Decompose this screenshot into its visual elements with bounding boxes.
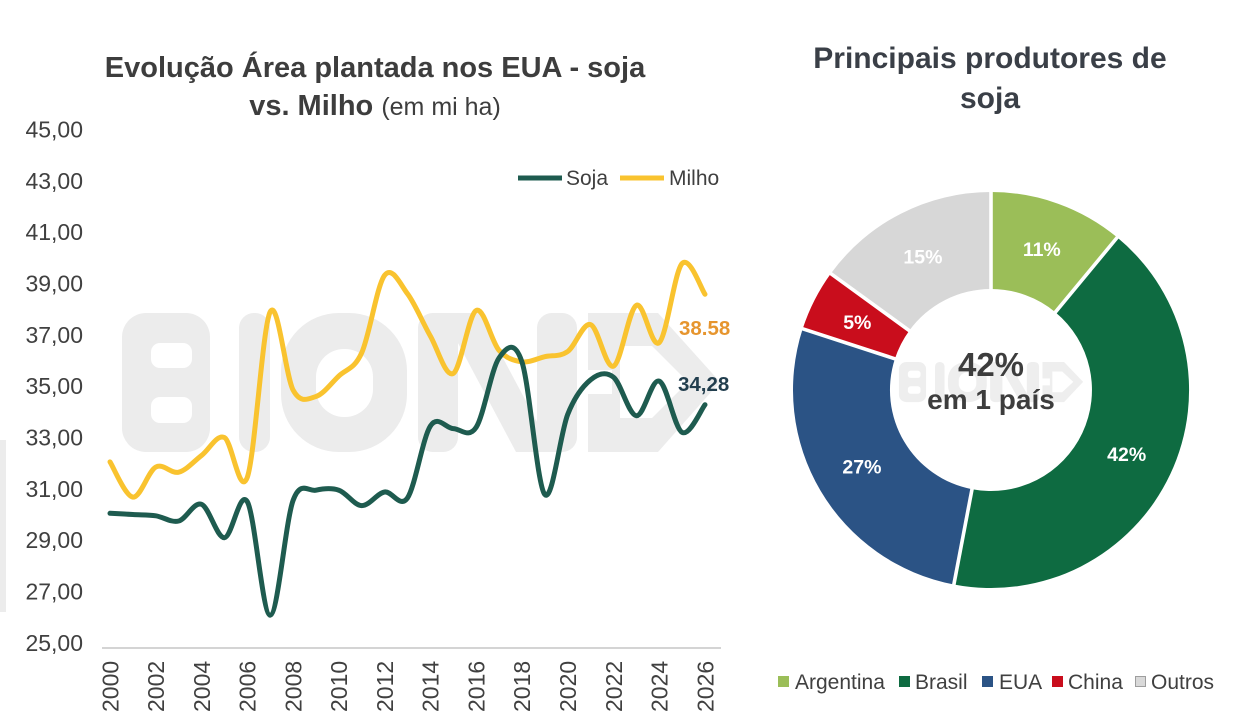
svg-text:2004: 2004 xyxy=(189,661,215,712)
svg-text:China: China xyxy=(1068,671,1123,694)
svg-text:11%: 11% xyxy=(1023,239,1061,261)
svg-text:39,00: 39,00 xyxy=(25,271,83,297)
svg-text:Argentina: Argentina xyxy=(795,671,885,694)
svg-text:41,00: 41,00 xyxy=(25,219,83,245)
svg-text:2018: 2018 xyxy=(509,661,535,712)
svg-text:2026: 2026 xyxy=(692,661,718,712)
svg-text:15%: 15% xyxy=(903,246,942,268)
svg-text:Brasil: Brasil xyxy=(915,671,968,694)
svg-text:25,00: 25,00 xyxy=(25,630,83,656)
svg-text:Milho: Milho xyxy=(669,167,719,190)
svg-text:37,00: 37,00 xyxy=(25,322,83,348)
svg-text:31,00: 31,00 xyxy=(25,476,83,502)
svg-text:35,00: 35,00 xyxy=(25,373,83,399)
svg-text:2016: 2016 xyxy=(464,661,490,712)
svg-text:45,00: 45,00 xyxy=(25,117,83,143)
svg-text:2022: 2022 xyxy=(601,661,627,712)
svg-text:2012: 2012 xyxy=(372,661,398,712)
svg-text:2010: 2010 xyxy=(326,661,352,712)
svg-text:Outros: Outros xyxy=(1151,671,1214,694)
svg-text:33,00: 33,00 xyxy=(25,425,83,451)
svg-text:Soja: Soja xyxy=(566,167,608,190)
svg-text:2024: 2024 xyxy=(647,661,673,712)
svg-text:2002: 2002 xyxy=(143,661,169,712)
svg-text:2020: 2020 xyxy=(555,661,581,712)
svg-text:2008: 2008 xyxy=(280,661,306,712)
svg-text:2000: 2000 xyxy=(97,661,123,712)
svg-text:38.58: 38.58 xyxy=(679,317,730,340)
svg-text:42%: 42% xyxy=(1107,444,1146,466)
svg-text:27%: 27% xyxy=(842,456,881,478)
svg-text:5%: 5% xyxy=(843,312,871,334)
svg-text:43,00: 43,00 xyxy=(25,168,83,194)
svg-text:29,00: 29,00 xyxy=(25,527,83,553)
svg-text:34,28: 34,28 xyxy=(678,373,729,396)
svg-text:EUA: EUA xyxy=(999,671,1042,694)
svg-text:2014: 2014 xyxy=(418,661,444,712)
svg-text:2006: 2006 xyxy=(235,661,261,712)
svg-text:27,00: 27,00 xyxy=(25,579,83,605)
